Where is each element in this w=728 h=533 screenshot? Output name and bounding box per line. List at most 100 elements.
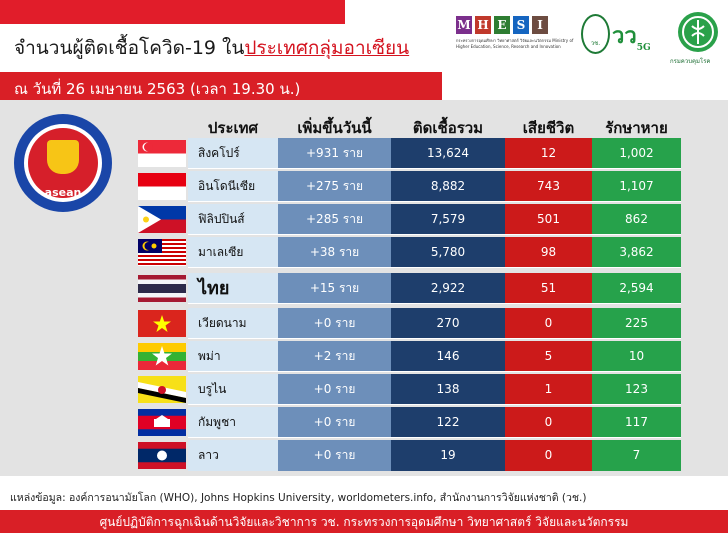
- country-name: สิงคโปร์: [188, 138, 278, 169]
- title-accent-bar: [0, 0, 345, 24]
- recovered: 117: [592, 407, 681, 438]
- cambodia-flag-icon: [138, 409, 186, 436]
- singapore-flag-icon: [138, 140, 186, 167]
- new-cases: +0 ราย: [278, 407, 391, 438]
- table-row: มาเลเซีย +38 ราย 5,780 98 3,862: [136, 237, 681, 268]
- total-cases: 146: [391, 341, 505, 372]
- table-row: ฟิลิปปินส์ +285 ราย 7,579 501 862: [136, 204, 681, 235]
- date-bar: [0, 72, 442, 102]
- rice-sheaf-icon: [47, 140, 79, 174]
- recovered: 225: [592, 308, 681, 339]
- new-cases: +2 ราย: [278, 341, 391, 372]
- total-cases: 13,624: [391, 138, 505, 169]
- total-cases: 2,922: [391, 273, 505, 304]
- fiveg-label: 5G: [636, 43, 651, 53]
- vc-label: วว: [612, 23, 637, 49]
- header-new-today: เพิ่มขึ้นวันนี้: [297, 119, 372, 137]
- deaths: 0: [505, 407, 592, 438]
- country-name: ไทย: [188, 273, 278, 304]
- total-cases: 7,579: [391, 204, 505, 235]
- philippines-flag-icon: [138, 206, 186, 233]
- country-name: กัมพูชา: [188, 407, 278, 438]
- table-row: สิงคโปร์ +931 ราย 13,624 12 1,002: [136, 138, 681, 169]
- recovered: 2,594: [592, 273, 681, 304]
- total-cases: 5,780: [391, 237, 505, 268]
- mhesi-letter-m: M: [456, 16, 472, 34]
- table-row: กัมพูชา +0 ราย 122 0 117: [136, 407, 681, 438]
- country-name: อินโดนีเซีย: [188, 171, 278, 202]
- mhesi-letter-e: E: [494, 16, 510, 34]
- indonesia-flag-icon: [138, 173, 186, 200]
- new-cases: +275 ราย: [278, 171, 391, 202]
- vietnam-flag-icon: [138, 310, 186, 337]
- title-prefix: จำนวนผู้ติดเชื้อโควิด-19 ใน: [14, 37, 245, 59]
- country-name: ลาว: [188, 440, 278, 471]
- page-title: จำนวนผู้ติดเชื้อโควิด-19 ในประเทศกลุ่มอา…: [14, 33, 409, 63]
- header-country: ประเทศ: [207, 119, 259, 137]
- myanmar-flag-icon: [138, 343, 186, 370]
- country-name: บรูไน: [188, 374, 278, 405]
- table-row: พม่า +2 ราย 146 5 10: [136, 341, 681, 372]
- deaths: 98: [505, 237, 592, 268]
- table-row: เวียดนาม +0 ราย 270 0 225: [136, 308, 681, 339]
- malaysia-flag-icon: [138, 239, 186, 266]
- deaths: 12: [505, 138, 592, 169]
- ddc-seal-icon: [678, 12, 718, 52]
- country-name: พม่า: [188, 341, 278, 372]
- total-cases: 122: [391, 407, 505, 438]
- mhesi-subtitle: กระทรวงการอุดมศึกษา วิทยาศาสตร์ วิจัยและ…: [456, 38, 574, 49]
- table-row: ลาว +0 ราย 19 0 7: [136, 440, 681, 471]
- new-cases: +0 ราย: [278, 308, 391, 339]
- new-cases: +931 ราย: [278, 138, 391, 169]
- title-highlight: ประเทศกลุ่มอาเซียน: [244, 37, 410, 59]
- new-cases: +15 ราย: [278, 273, 391, 304]
- deaths: 51: [505, 273, 592, 304]
- table-row: บรูไน +0 ราย 138 1 123: [136, 374, 681, 405]
- country-name: ฟิลิปปินส์: [188, 204, 278, 235]
- source-note: แหล่งข้อมูล: องค์การอนามัยโลก (WHO), Joh…: [10, 492, 587, 504]
- mhesi-logo: M H E S I: [456, 16, 548, 34]
- table-row: อินโดนีเซีย +275 ราย 8,882 743 1,107: [136, 171, 681, 202]
- deaths: 0: [505, 440, 592, 471]
- nrct-seal-icon: วช.: [581, 14, 610, 54]
- country-name: เวียดนาม: [188, 308, 278, 339]
- new-cases: +0 ราย: [278, 374, 391, 405]
- vc-5g-logo: วว5G: [612, 18, 651, 53]
- deaths: 1: [505, 374, 592, 405]
- footer-text: ศูนย์ปฏิบัติการฉุกเฉินด้านวิจัยและวิชากา…: [99, 515, 629, 529]
- country-name: มาเลเซีย: [188, 237, 278, 268]
- recovered: 1,107: [592, 171, 681, 202]
- total-cases: 138: [391, 374, 505, 405]
- total-cases: 19: [391, 440, 505, 471]
- header-total: ติดเชื้อรวม: [412, 119, 484, 137]
- new-cases: +285 ราย: [278, 204, 391, 235]
- recovered: 10: [592, 341, 681, 372]
- mhesi-letter-s: S: [513, 16, 529, 34]
- laos-flag-icon: [138, 442, 186, 469]
- recovered: 123: [592, 374, 681, 405]
- deaths: 0: [505, 308, 592, 339]
- logo-strip: M H E S I กระทรวงการอุดมศึกษา วิทยาศาสตร…: [456, 12, 724, 72]
- deaths: 501: [505, 204, 592, 235]
- total-cases: 270: [391, 308, 505, 339]
- asean-logo: asean: [14, 114, 112, 212]
- footer-bar: [0, 510, 728, 533]
- recovered: 1,002: [592, 138, 681, 169]
- thailand-flag-icon: [138, 275, 186, 302]
- recovered: 3,862: [592, 237, 681, 268]
- deaths: 5: [505, 341, 592, 372]
- header: จำนวนผู้ติดเชื้อโควิด-19 ในประเทศกลุ่มอา…: [0, 0, 728, 102]
- total-cases: 8,882: [391, 171, 505, 202]
- recovered: 862: [592, 204, 681, 235]
- ddc-label: กรมควบคุมโรค: [670, 58, 711, 65]
- recovered: 7: [592, 440, 681, 471]
- new-cases: +0 ราย: [278, 440, 391, 471]
- table-row: ไทย +15 ราย 2,922 51 2,594: [136, 273, 681, 304]
- deaths: 743: [505, 171, 592, 202]
- asean-logo-text: asean: [44, 186, 82, 199]
- mhesi-letter-i: I: [532, 16, 548, 34]
- new-cases: +38 ราย: [278, 237, 391, 268]
- brunei-flag-icon: [138, 376, 186, 403]
- header-deaths: เสียชีวิต: [522, 119, 575, 137]
- mhesi-letter-h: H: [475, 16, 491, 34]
